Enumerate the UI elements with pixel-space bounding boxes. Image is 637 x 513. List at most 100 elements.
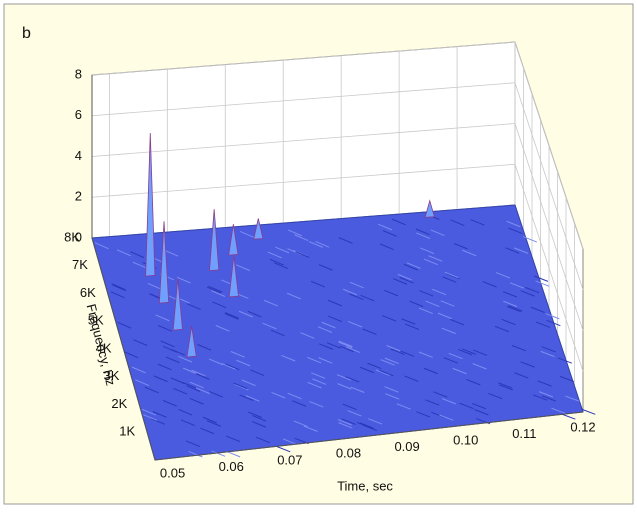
texture	[505, 247, 520, 254]
texture	[211, 290, 226, 297]
texture	[345, 376, 360, 383]
texture	[437, 312, 452, 320]
texture	[357, 422, 372, 429]
texture	[506, 305, 522, 313]
texture	[235, 264, 250, 272]
texture	[338, 237, 353, 244]
texture	[182, 367, 198, 375]
texture	[406, 262, 421, 269]
texture	[520, 290, 535, 297]
texture	[308, 241, 323, 248]
texture	[448, 352, 463, 360]
texture	[267, 251, 282, 259]
peak	[145, 133, 156, 277]
texture	[349, 293, 364, 301]
texture	[143, 414, 158, 421]
texture	[241, 379, 256, 387]
texture	[452, 367, 467, 375]
texture	[273, 262, 289, 270]
texture	[545, 313, 560, 320]
texture	[326, 342, 341, 349]
z-tick-label: 8	[75, 66, 82, 81]
texture	[276, 445, 291, 453]
texture	[315, 240, 330, 248]
texture	[338, 340, 353, 348]
peak	[424, 199, 435, 218]
texture	[525, 286, 540, 294]
texture	[224, 312, 239, 319]
texture	[132, 261, 147, 269]
texture	[541, 346, 556, 353]
texture	[208, 285, 223, 293]
texture	[535, 280, 550, 287]
texture	[559, 375, 575, 383]
texture	[133, 339, 148, 346]
texture	[359, 422, 374, 429]
texture	[116, 249, 131, 257]
texture	[342, 403, 357, 411]
peak	[228, 224, 239, 256]
texture	[462, 249, 477, 257]
texture	[164, 249, 179, 257]
texture	[173, 387, 188, 395]
texture	[348, 320, 363, 328]
texture	[287, 229, 302, 237]
texture	[191, 369, 206, 377]
peak	[172, 278, 183, 331]
texture	[221, 363, 236, 370]
texture	[350, 386, 365, 393]
texture	[379, 369, 394, 377]
peak	[158, 221, 170, 304]
texture	[538, 391, 553, 398]
texture	[445, 272, 460, 280]
texture	[508, 227, 523, 235]
texture	[319, 343, 334, 350]
texture	[488, 392, 503, 400]
texture	[415, 228, 430, 236]
texture	[433, 391, 448, 398]
texture	[378, 223, 393, 231]
texture	[225, 435, 241, 443]
texture	[151, 418, 166, 425]
texture	[423, 258, 438, 266]
texture	[511, 345, 526, 352]
texture	[206, 286, 222, 294]
texture	[208, 391, 223, 398]
texture	[165, 356, 180, 364]
texture	[399, 277, 414, 284]
texture	[252, 415, 267, 422]
texture	[178, 408, 193, 416]
texture	[533, 275, 549, 282]
texture	[391, 218, 406, 226]
texture	[309, 401, 324, 408]
texture	[336, 374, 352, 381]
texture	[131, 366, 146, 374]
texture	[176, 276, 191, 284]
texture	[341, 418, 356, 425]
texture	[441, 398, 456, 405]
texture	[328, 315, 343, 323]
texture	[294, 234, 309, 241]
texture	[537, 380, 552, 387]
y-tick-label: 7K	[72, 257, 88, 272]
texture	[233, 382, 248, 390]
texture	[472, 403, 487, 410]
texture	[230, 351, 245, 358]
texture	[311, 372, 326, 379]
texture	[508, 305, 523, 312]
texture	[397, 273, 412, 281]
texture	[312, 378, 327, 385]
texture	[420, 247, 435, 255]
texture	[186, 303, 201, 310]
texture	[255, 436, 270, 444]
texture	[462, 348, 477, 355]
texture	[473, 349, 488, 356]
texture	[152, 411, 167, 418]
texture	[393, 278, 408, 285]
texture	[522, 236, 538, 243]
texture	[400, 350, 415, 357]
texture	[441, 327, 456, 335]
texture	[200, 427, 215, 435]
x-tick-label: 0.05	[160, 465, 185, 480]
texture	[185, 440, 201, 447]
